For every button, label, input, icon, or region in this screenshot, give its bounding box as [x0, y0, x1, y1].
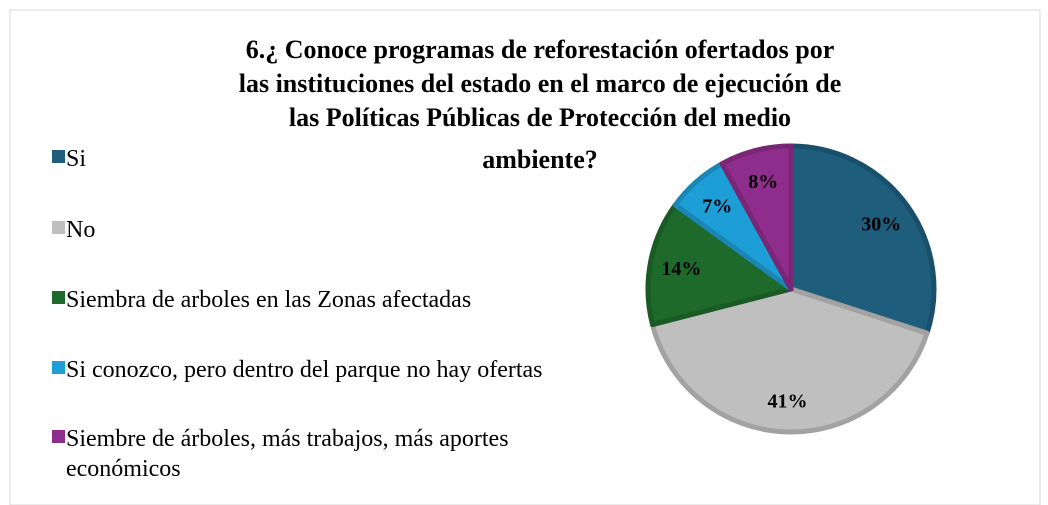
legend-label: Si conozco, pero dentro del parque no ha… — [66, 357, 543, 383]
legend-label: Siembre de árboles, más trabajos, más ap… — [66, 426, 509, 482]
chart-title: 6.¿ Conoce programas de reforestación of… — [246, 35, 835, 64]
frame — [9, 9, 1041, 505]
legend-label: No — [66, 217, 95, 243]
legend-line: Si — [66, 146, 86, 172]
legend-swatch — [52, 361, 65, 374]
data-label: 8% — [748, 171, 778, 193]
pie-slice — [649, 286, 930, 435]
legend-line: Siembre de árboles, más trabajos, más ap… — [66, 426, 509, 452]
legend-line: No — [66, 217, 95, 243]
legend-line: Si conozco, pero dentro del parque no ha… — [66, 357, 543, 383]
legend-swatch — [52, 291, 65, 304]
legend-label: Siembra de arboles en las Zonas afectada… — [66, 287, 471, 313]
chart-title: las Políticas Públicas de Protección del… — [289, 103, 791, 132]
chart-title: ambiente? — [482, 145, 598, 174]
legend-swatch — [52, 221, 65, 234]
pie-slice — [788, 143, 937, 336]
data-label: 30% — [861, 213, 901, 235]
legend-line: Siembra de arboles en las Zonas afectada… — [66, 287, 471, 313]
data-label: 7% — [702, 195, 732, 217]
legend-line: económicos — [66, 456, 181, 482]
data-label: 41% — [767, 390, 807, 412]
legend-swatch — [52, 150, 65, 163]
legend-label: Si — [66, 146, 86, 172]
data-label: 14% — [661, 258, 701, 280]
pie-slice — [645, 202, 794, 328]
chart-title: las instituciones del estado en el marco… — [239, 69, 842, 98]
legend-swatch — [52, 430, 65, 443]
pie-slice — [719, 143, 794, 292]
